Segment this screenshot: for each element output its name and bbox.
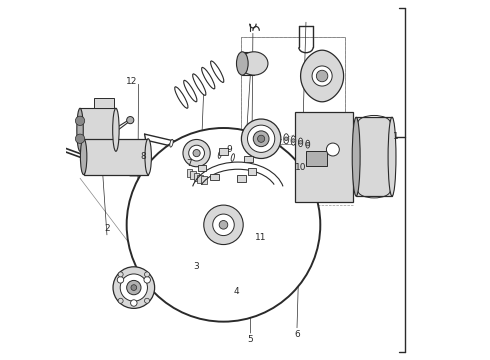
Bar (242, 37, 345, 144)
Circle shape (299, 140, 302, 144)
Text: 4: 4 (233, 287, 239, 296)
Ellipse shape (231, 154, 235, 161)
Text: 10: 10 (295, 163, 306, 172)
Circle shape (126, 117, 134, 124)
Circle shape (306, 142, 310, 146)
Text: 11: 11 (255, 233, 267, 242)
Text: 1: 1 (393, 132, 398, 141)
Bar (194, 173, 199, 181)
Ellipse shape (388, 117, 396, 196)
Bar (80, 108, 116, 151)
Circle shape (317, 70, 328, 82)
Circle shape (126, 280, 141, 295)
Circle shape (312, 66, 332, 86)
Ellipse shape (193, 74, 206, 95)
Bar (248, 168, 256, 175)
Circle shape (118, 298, 123, 303)
Circle shape (75, 116, 85, 126)
Bar (190, 171, 196, 179)
Ellipse shape (291, 136, 296, 145)
Text: 5: 5 (247, 335, 253, 344)
Polygon shape (295, 112, 353, 202)
Ellipse shape (113, 108, 119, 151)
Bar (84, 139, 148, 175)
Ellipse shape (211, 61, 224, 82)
Bar (306, 151, 327, 166)
Circle shape (326, 143, 339, 156)
Ellipse shape (352, 117, 360, 196)
Text: 3: 3 (194, 262, 199, 271)
Bar (356, 117, 392, 196)
Bar (237, 175, 245, 182)
Ellipse shape (306, 140, 310, 148)
Circle shape (113, 267, 155, 309)
Ellipse shape (77, 108, 83, 151)
Circle shape (144, 276, 150, 283)
Circle shape (193, 149, 200, 157)
Ellipse shape (170, 139, 173, 147)
Ellipse shape (186, 143, 189, 151)
Bar (197, 165, 206, 171)
Circle shape (118, 272, 123, 277)
Bar (243, 52, 254, 75)
Text: 6: 6 (294, 330, 300, 339)
Circle shape (258, 135, 265, 142)
Circle shape (131, 285, 137, 291)
Bar (245, 156, 253, 162)
Circle shape (145, 298, 149, 303)
Bar (201, 176, 207, 184)
Circle shape (219, 221, 228, 229)
Circle shape (242, 119, 281, 158)
Circle shape (131, 300, 137, 306)
Circle shape (145, 272, 149, 277)
Text: 12: 12 (126, 77, 138, 86)
Ellipse shape (145, 139, 151, 175)
Circle shape (292, 139, 295, 142)
Bar (187, 169, 192, 177)
Ellipse shape (175, 87, 188, 108)
Circle shape (126, 128, 320, 321)
Ellipse shape (237, 52, 248, 75)
Circle shape (247, 125, 275, 152)
Ellipse shape (184, 80, 197, 102)
Ellipse shape (202, 147, 205, 155)
Circle shape (120, 274, 147, 301)
Ellipse shape (80, 139, 87, 175)
Bar (219, 148, 228, 155)
Circle shape (189, 145, 204, 161)
Ellipse shape (298, 138, 303, 147)
Ellipse shape (240, 52, 268, 75)
Text: 9: 9 (226, 145, 232, 154)
Bar (197, 175, 203, 183)
Ellipse shape (218, 151, 221, 158)
Circle shape (253, 131, 269, 147)
Text: 8: 8 (140, 152, 146, 161)
Circle shape (204, 205, 243, 244)
Polygon shape (95, 98, 114, 108)
Bar (210, 174, 219, 180)
Circle shape (183, 139, 210, 167)
Circle shape (285, 137, 288, 140)
Text: 7: 7 (187, 159, 192, 168)
Ellipse shape (201, 67, 215, 89)
Polygon shape (300, 50, 343, 102)
Circle shape (117, 276, 123, 283)
Text: 2: 2 (104, 224, 110, 233)
Circle shape (75, 134, 85, 143)
Circle shape (213, 214, 234, 235)
Ellipse shape (284, 134, 289, 144)
